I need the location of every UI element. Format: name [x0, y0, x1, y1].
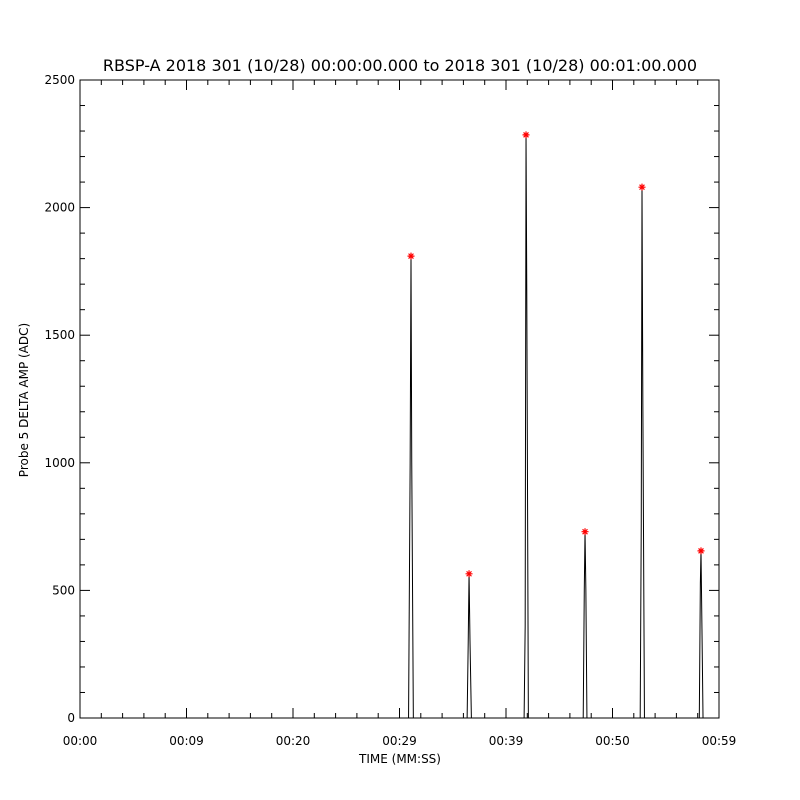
y-axis-label: Probe 5 DELTA AMP (ADC) [17, 323, 31, 477]
y-tick-label: 1500 [44, 328, 75, 342]
data-line [80, 134, 719, 719]
y-tick-label: 500 [52, 583, 75, 597]
peak-marker [581, 528, 589, 536]
x-tick-label: 00:39 [489, 734, 524, 748]
peak-marker [407, 252, 415, 260]
x-tick-label: 00:00 [63, 734, 98, 748]
peak-marker [697, 547, 705, 555]
y-tick-label: 2000 [44, 201, 75, 215]
y-tick-label: 0 [67, 711, 75, 725]
x-tick-label: 00:09 [169, 734, 204, 748]
plot-frame [79, 79, 720, 719]
y-tick-label: 1000 [44, 456, 75, 470]
peak-marker [522, 131, 530, 139]
x-tick-label: 00:59 [702, 734, 737, 748]
x-tick-label: 00:29 [382, 734, 417, 748]
y-tick-label: 2500 [44, 73, 75, 87]
x-axis-label: TIME (MM:SS) [358, 752, 441, 766]
peak-marker [465, 570, 473, 578]
peak-marker [638, 183, 646, 191]
x-tick-label: 00:50 [595, 734, 630, 748]
chart-title: RBSP-A 2018 301 (10/28) 00:00:00.000 to … [103, 56, 697, 75]
x-tick-label: 00:20 [276, 734, 311, 748]
